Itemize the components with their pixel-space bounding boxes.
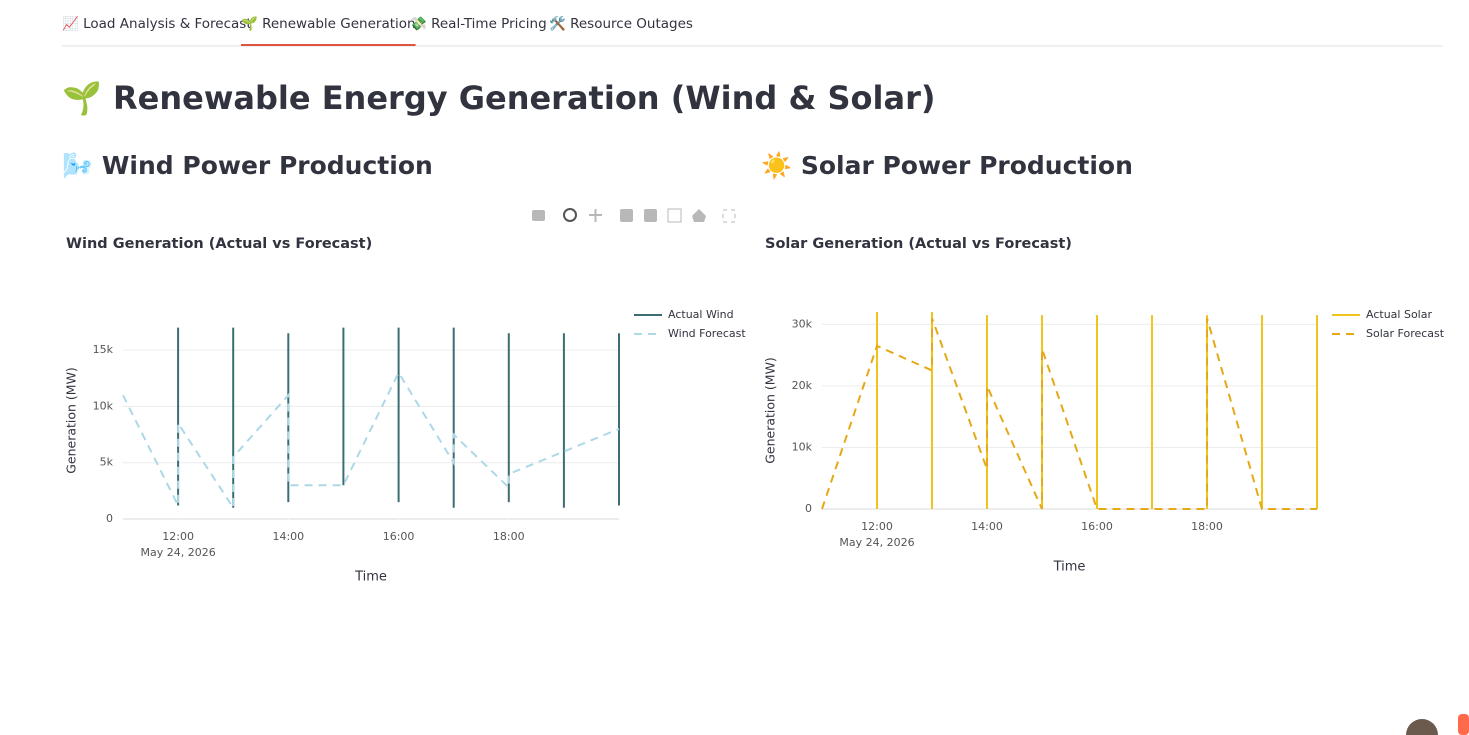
- y-tick-label: 10k: [93, 399, 114, 412]
- y-tick-label: 0: [805, 502, 812, 515]
- tab[interactable]: 💸 Real-Time Pricing: [410, 16, 547, 32]
- avatar[interactable]: [1406, 719, 1438, 735]
- x-date-label: May 24, 2026: [839, 536, 914, 549]
- modebar-button[interactable]: [563, 208, 577, 222]
- y-tick-label: 30k: [792, 317, 813, 330]
- y-axis-title: Generation (MW): [64, 367, 79, 474]
- y-tick-label: 20k: [792, 379, 813, 392]
- x-tick-label: 16:00: [383, 530, 415, 543]
- y-axis-title: Generation (MW): [763, 357, 778, 464]
- y-tick-label: 5k: [100, 456, 114, 469]
- x-tick-label: 12:00: [861, 520, 893, 533]
- x-tick-label: 14:00: [272, 530, 304, 543]
- y-tick-label: 10k: [792, 440, 813, 453]
- section-heading: ☀️ Solar Power Production: [761, 150, 1133, 181]
- tab[interactable]: 🛠️ Resource Outages: [549, 15, 693, 32]
- page-title: 🌱 Renewable Energy Generation (Wind & So…: [62, 79, 935, 117]
- modebar: [532, 208, 736, 223]
- x-axis-title: Time: [1053, 560, 1086, 575]
- x-axis-title: Time: [354, 570, 387, 585]
- x-date-label: May 24, 2026: [140, 546, 215, 559]
- modebar-button[interactable]: [594, 209, 597, 222]
- modebar-button[interactable]: [620, 209, 633, 222]
- x-tick-label: 18:00: [1191, 520, 1223, 533]
- x-tick-label: 12:00: [162, 530, 194, 543]
- legend-label: Solar Forecast: [1366, 327, 1445, 340]
- series-line: [177, 327, 620, 508]
- series-line: [876, 312, 1318, 509]
- series-line: [821, 317, 1317, 510]
- chart-title: Wind Generation (Actual vs Forecast): [66, 236, 372, 252]
- status-widget[interactable]: [1458, 714, 1469, 735]
- tab[interactable]: 📈 Load Analysis & Forecast: [62, 15, 252, 32]
- tab[interactable]: 🌱 Renewable Generation: [241, 16, 416, 32]
- legend-label: Actual Solar: [1366, 308, 1432, 321]
- modebar-button[interactable]: [692, 209, 706, 222]
- y-tick-label: 15k: [93, 343, 114, 356]
- series-line: [122, 370, 620, 512]
- modebar-button[interactable]: [722, 209, 736, 223]
- modebar-button[interactable]: [532, 210, 545, 221]
- legend-label: Wind Forecast: [668, 327, 746, 340]
- modebar-button[interactable]: [667, 208, 682, 223]
- x-tick-label: 18:00: [493, 530, 525, 543]
- chart-title: Solar Generation (Actual vs Forecast): [765, 236, 1072, 252]
- x-tick-label: 16:00: [1081, 520, 1113, 533]
- legend-label: Actual Wind: [668, 308, 734, 321]
- modebar-button[interactable]: [644, 209, 657, 222]
- section-heading: 🌬️ Wind Power Production: [62, 151, 433, 180]
- x-tick-label: 14:00: [971, 520, 1003, 533]
- y-tick-label: 0: [106, 512, 113, 525]
